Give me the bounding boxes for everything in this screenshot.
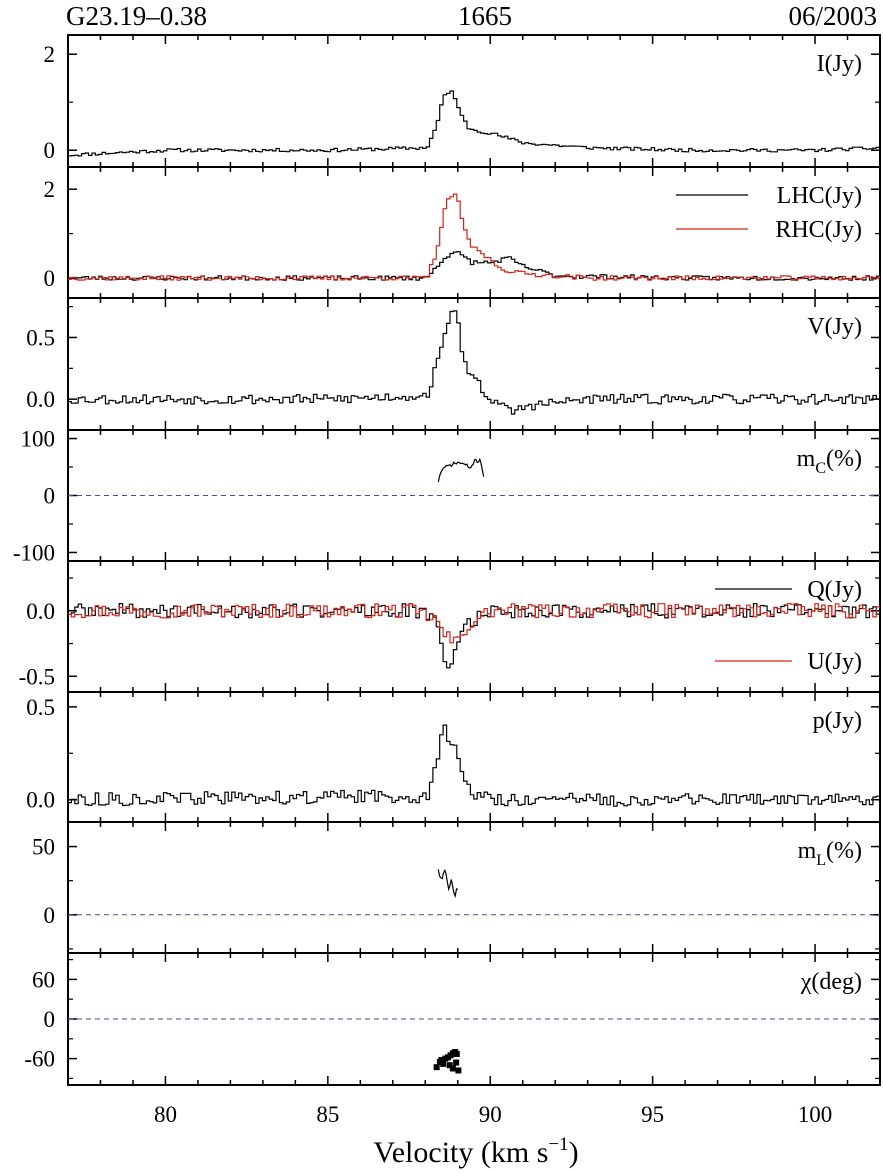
chi-data-point: [449, 1065, 456, 1072]
y-tick-label: 0: [44, 1007, 56, 1032]
x-tick-label: 100: [798, 1102, 833, 1127]
panel-LR: 0 2 LHC(Jy) RHC(Jy): [44, 166, 881, 299]
panel-chi: -60 0 60 χ(deg): [24, 952, 881, 1086]
y-tick-label: -0.5: [19, 664, 55, 689]
y-tick-label: -60: [24, 1047, 55, 1072]
panel-label-end: (%): [826, 838, 862, 864]
series-line-Q(Jy): [68, 603, 881, 669]
panel-mc: -100 0 100 mC(%): [13, 427, 881, 565]
series-line-U(Jy): [68, 603, 881, 644]
legend-label: U(Jy): [807, 649, 862, 675]
panel-QU: -0.5 0.0 Q(Jy) U(Jy): [19, 560, 881, 693]
x-axis-title-exponent: −1: [548, 1134, 568, 1155]
chi-data-point: [455, 1067, 462, 1074]
x-tick-label: 85: [316, 1102, 339, 1127]
chi-data-point: [446, 1062, 453, 1069]
y-tick-label: 2: [44, 42, 56, 67]
y-tick-label: 0.5: [26, 695, 55, 720]
chi-data-point: [453, 1050, 460, 1057]
panel-label: mC(%): [797, 446, 862, 477]
series-line-V(Jy): [68, 310, 881, 415]
y-tick-label: 0: [44, 484, 56, 509]
y-tick-label: 0: [44, 903, 56, 928]
y-tick-label: 0.0: [26, 599, 55, 624]
panel-frame: [67, 821, 881, 954]
y-tick-label: 50: [32, 835, 55, 860]
y-tick-label: 0.0: [26, 788, 55, 813]
y-tick-label: 0.0: [26, 387, 55, 412]
series-line-RHC(Jy): [68, 193, 881, 281]
panel-label-main: m: [798, 838, 817, 864]
panel-frame: [67, 691, 881, 823]
series-line-I(Jy): [68, 90, 881, 157]
x-axis-title-end: ): [569, 1136, 579, 1169]
series-line-m_C(%): [437, 457, 485, 483]
panel-label: V(Jy): [807, 314, 862, 340]
panel-V: 0.0 0.5 V(Jy): [26, 297, 881, 431]
legend-label: LHC(Jy): [777, 183, 862, 209]
y-tick-label: 2: [44, 177, 56, 202]
panel-p: 0.0 0.5 p(Jy): [26, 691, 881, 823]
x-tick-label: 90: [479, 1102, 502, 1127]
source-name-title: G23.19–0.38: [66, 1, 207, 31]
series-line-LHC(Jy): [68, 251, 881, 281]
y-tick-label: 0.5: [26, 325, 55, 350]
panel-label-main: m: [797, 446, 816, 472]
y-tick-label: 0: [44, 266, 56, 291]
panel-ml: 0 50 mL(%): [32, 821, 881, 954]
x-axis-title-text: Velocity (km s: [373, 1136, 548, 1169]
y-tick-label: 60: [32, 967, 55, 992]
chi-data-point: [440, 1060, 447, 1067]
panel-label: p(Jy): [813, 708, 862, 734]
y-tick-label: -100: [13, 540, 55, 565]
panel-label: mL(%): [798, 838, 862, 869]
panel-label: I(Jy): [817, 51, 862, 77]
panels-group: 0 2 I(Jy) 0 2 LHC(Jy) RHC(Jy) 0.0 0.5 V(Jy) -100 0 1…: [13, 34, 881, 1086]
panel-label-end: (%): [826, 446, 862, 472]
x-tick-label: 80: [154, 1102, 177, 1127]
chi-data-point: [453, 1059, 460, 1066]
y-tick-label: 0: [44, 138, 56, 163]
panel-frame: [67, 34, 881, 168]
y-tick-label: 100: [21, 427, 56, 452]
x-tick-label: 95: [641, 1102, 664, 1127]
chi-data-point: [438, 1056, 445, 1063]
x-axis-title: Velocity (km s−1): [373, 1134, 578, 1169]
chi-data-point: [433, 1064, 440, 1071]
panel-label-subscript: L: [816, 852, 826, 869]
frequency-title: 1665: [458, 1, 512, 31]
date-title: 06/2003: [788, 1, 877, 31]
panel-frame: [67, 297, 881, 431]
legend-label: Q(Jy): [807, 577, 862, 603]
panel-I: 0 2 I(Jy): [44, 34, 881, 168]
panel-label-subscript: C: [815, 460, 826, 477]
series-line-p(Jy): [68, 724, 881, 807]
panel-label: χ(deg): [800, 969, 862, 995]
x-axis: 80 85 90 95 100: [154, 1102, 832, 1127]
series-line-m_L(%): [437, 868, 459, 899]
legend-label: RHC(Jy): [775, 217, 862, 243]
